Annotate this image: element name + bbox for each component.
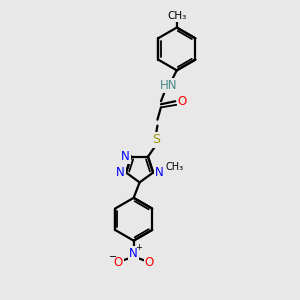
- Text: N: N: [129, 247, 138, 260]
- Text: S: S: [152, 134, 160, 146]
- Text: N: N: [121, 150, 130, 163]
- Text: HN: HN: [160, 79, 177, 92]
- Text: CH₃: CH₃: [167, 11, 186, 21]
- Text: N: N: [116, 166, 124, 179]
- Text: O: O: [145, 256, 154, 268]
- Text: −: −: [109, 252, 117, 262]
- Text: N: N: [155, 166, 164, 179]
- Text: O: O: [178, 95, 187, 108]
- Text: +: +: [135, 243, 142, 252]
- Text: O: O: [113, 256, 122, 268]
- Text: CH₃: CH₃: [166, 162, 184, 172]
